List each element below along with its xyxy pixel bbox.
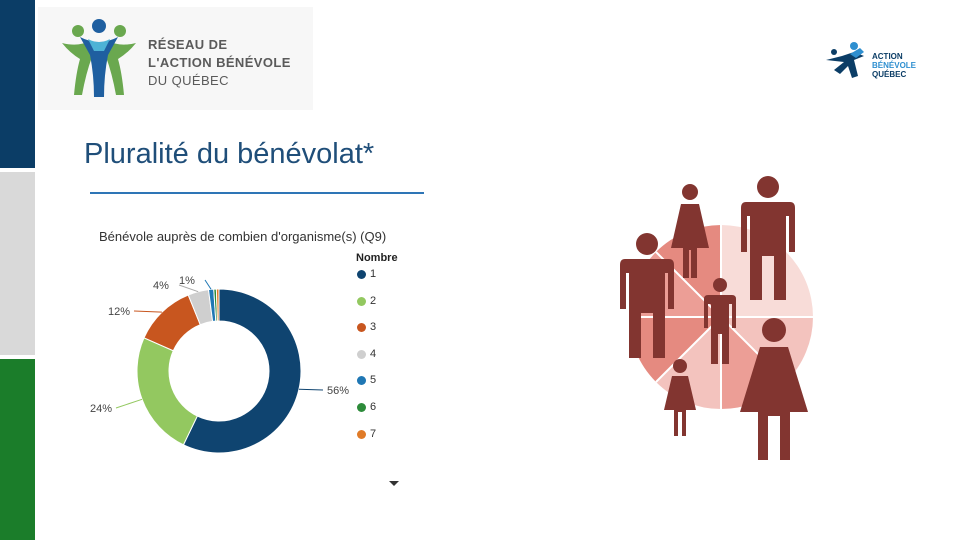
people-pie-illustration <box>620 176 813 460</box>
legend-title: Nombre <box>356 252 398 264</box>
legend-item-1[interactable]: 1 <box>356 268 398 295</box>
data-label-2: 24% <box>90 403 112 415</box>
legend-label-5: 5 <box>370 374 377 387</box>
man-figure-left <box>620 233 674 358</box>
legend-swatch-2 <box>357 296 366 306</box>
man-figure-top-right <box>741 176 795 300</box>
page-title: Pluralité du bénévolat* <box>84 138 375 170</box>
data-label-5: 1% <box>179 275 195 287</box>
legend-label-3: 3 <box>370 321 377 334</box>
leader-line-1 <box>298 388 324 391</box>
legend-label-6: 6 <box>370 400 377 413</box>
rabq-wordmark: RÉSEAU DE L'ACTION BÉNÉVOLE DU QUÉBEC <box>148 36 291 90</box>
legend-swatch-3 <box>357 323 366 333</box>
leader-line-2 <box>115 398 143 409</box>
legend-swatch-7 <box>357 429 366 439</box>
legend-label-1: 1 <box>370 268 377 280</box>
legend-label-2: 2 <box>370 294 377 307</box>
donut-slice-2[interactable] <box>136 337 198 446</box>
sidebar-segment-navy <box>0 0 35 168</box>
sidebar-segment-gray <box>0 172 35 355</box>
title-underline <box>90 192 424 194</box>
legend-item-2[interactable]: 2 <box>356 295 398 322</box>
chart-title: Bénévole auprès de combien d'organisme(s… <box>99 229 387 244</box>
donut-slice-1[interactable] <box>182 288 302 454</box>
abq-line-3: QUÉBEC <box>872 70 907 79</box>
rabq-figures-icon <box>62 19 136 97</box>
leader-line-3 <box>133 310 162 313</box>
legend-item-6[interactable]: 6 <box>356 401 398 428</box>
abq-wordmark: ACTION BÉNÉVOLE QUÉBEC <box>872 52 916 79</box>
leader-line-5 <box>204 279 212 290</box>
data-label-4: 4% <box>153 280 169 292</box>
left-color-bar <box>0 0 35 540</box>
legend-scroll-arrow-icon[interactable] <box>389 481 399 486</box>
legend-swatch-4 <box>357 349 366 359</box>
rabq-line-2: L'ACTION BÉNÉVOLE <box>148 55 291 70</box>
abq-line-2: BÉNÉVOLE <box>872 61 917 70</box>
pie-wedge-dark <box>629 317 721 382</box>
legend-item-4[interactable]: 4 <box>356 348 398 375</box>
rabq-logo: RÉSEAU DE L'ACTION BÉNÉVOLE DU QUÉBEC <box>38 7 313 110</box>
donut-slice-7[interactable] <box>215 288 220 322</box>
legend-item-3[interactable]: 3 <box>356 321 398 348</box>
legend-swatch-5 <box>357 376 366 386</box>
abq-figure-icon <box>826 42 864 78</box>
data-label-1: 56% <box>327 385 349 397</box>
legend-label-4: 4 <box>370 347 377 360</box>
woman-figure-bottom-right <box>740 318 808 460</box>
legend-item-5[interactable]: 5 <box>356 374 398 401</box>
rabq-line-3: DU QUÉBEC <box>148 73 229 88</box>
woman-figure-top <box>671 184 709 278</box>
data-label-3: 12% <box>108 306 130 318</box>
chart-legend: Nombre 1 2 3 4 5 6 7 <box>356 252 398 454</box>
girl-figure-bottom-left <box>664 359 696 436</box>
legend-item-7[interactable]: 7 <box>356 428 398 455</box>
rabq-line-1: RÉSEAU DE <box>148 37 228 52</box>
abq-logo: ACTION BÉNÉVOLE QUÉBEC <box>824 40 924 82</box>
legend-label-7: 7 <box>370 427 377 440</box>
legend-swatch-1 <box>357 270 366 279</box>
leader-line-4 <box>178 284 199 293</box>
abq-line-1: ACTION <box>872 52 903 61</box>
sidebar-segment-green <box>0 359 35 540</box>
child-figure-center <box>704 278 736 364</box>
legend-swatch-6 <box>357 402 366 412</box>
